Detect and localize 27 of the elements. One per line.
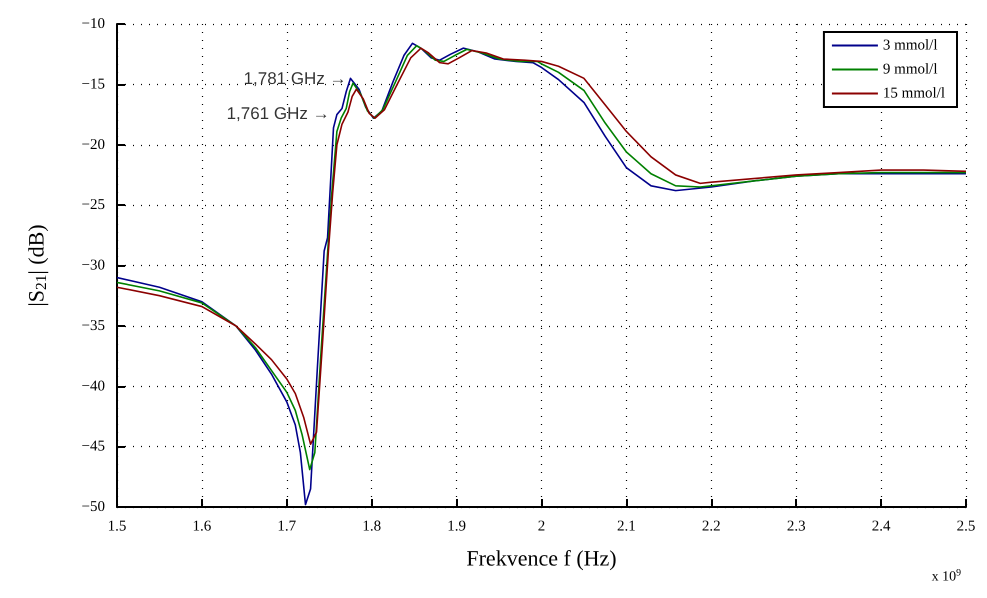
- y-tick-label: −40: [82, 378, 105, 394]
- y-tick-label: −10: [82, 16, 105, 32]
- x-tick-label: 1.6: [192, 518, 212, 534]
- y-axis-title: |S21| (dB): [24, 224, 50, 307]
- x-tick-label: 2: [538, 518, 546, 534]
- y-tick-label: −35: [82, 318, 105, 334]
- x-tick-label: 2.2: [702, 518, 721, 534]
- legend-label: 9 mmol/l: [882, 62, 938, 78]
- x-tick-label: 2.3: [786, 518, 806, 534]
- x-tick-label: 2.1: [617, 518, 636, 534]
- y-tick-label: −20: [82, 136, 105, 153]
- annotation: 1,781 GHz →: [244, 68, 347, 88]
- y-tick-label: −15: [82, 76, 105, 92]
- y-tick-label: −25: [82, 197, 105, 214]
- y-tick-label: −30: [82, 258, 105, 274]
- annotation: 1,761 GHz →: [226, 104, 330, 123]
- x-tick-label: 2.5: [956, 518, 976, 534]
- x-tick-label: 1.8: [362, 518, 382, 534]
- legend-label: 3 mmol/l: [882, 38, 938, 54]
- y-tick-label: −45: [82, 438, 105, 455]
- x-tick-label: 1.7: [277, 518, 297, 534]
- x-tick-label: 2.4: [872, 518, 891, 534]
- x-tick-label: 1.9: [447, 518, 466, 534]
- y-tick-label: −50: [82, 499, 105, 515]
- x-tick-label: 1.5: [108, 518, 126, 534]
- legend-label: 15 mmol/l: [882, 86, 946, 102]
- x-axis-title: Frekvence f (Hz): [466, 546, 617, 570]
